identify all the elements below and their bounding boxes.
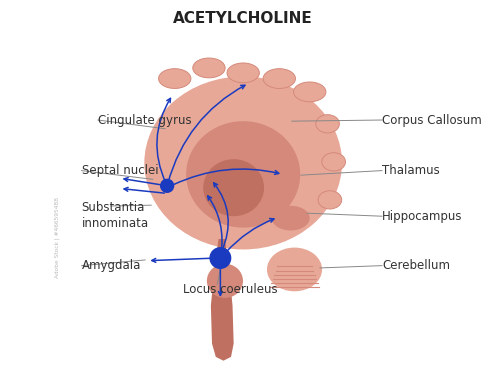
Ellipse shape xyxy=(267,247,322,291)
Ellipse shape xyxy=(294,82,326,102)
Ellipse shape xyxy=(193,58,225,78)
Ellipse shape xyxy=(144,77,342,249)
Circle shape xyxy=(160,179,173,192)
Ellipse shape xyxy=(158,69,191,88)
Text: Thalamus: Thalamus xyxy=(382,164,440,177)
Text: Cerebellum: Cerebellum xyxy=(382,259,450,272)
Ellipse shape xyxy=(316,115,340,133)
Ellipse shape xyxy=(318,191,342,209)
Ellipse shape xyxy=(272,206,310,231)
Circle shape xyxy=(210,248,231,268)
Ellipse shape xyxy=(204,159,264,216)
Text: Adobe Stock | #466595488: Adobe Stock | #466595488 xyxy=(55,196,60,278)
Ellipse shape xyxy=(186,121,300,228)
Text: Substantia
innominata: Substantia innominata xyxy=(82,201,148,229)
Text: Amygdala: Amygdala xyxy=(82,259,141,272)
Text: Locus coeruleus: Locus coeruleus xyxy=(183,283,278,296)
Ellipse shape xyxy=(322,153,345,171)
Text: Septal nuclei: Septal nuclei xyxy=(82,164,158,177)
Text: Corpus Callosum: Corpus Callosum xyxy=(382,113,482,126)
Polygon shape xyxy=(211,239,234,361)
Ellipse shape xyxy=(263,69,296,88)
Text: Hippocampus: Hippocampus xyxy=(382,210,462,223)
Text: Cingulate gyrus: Cingulate gyrus xyxy=(98,113,192,126)
Ellipse shape xyxy=(207,264,243,298)
Ellipse shape xyxy=(227,63,260,83)
Text: ACETYLCHOLINE: ACETYLCHOLINE xyxy=(174,11,313,26)
